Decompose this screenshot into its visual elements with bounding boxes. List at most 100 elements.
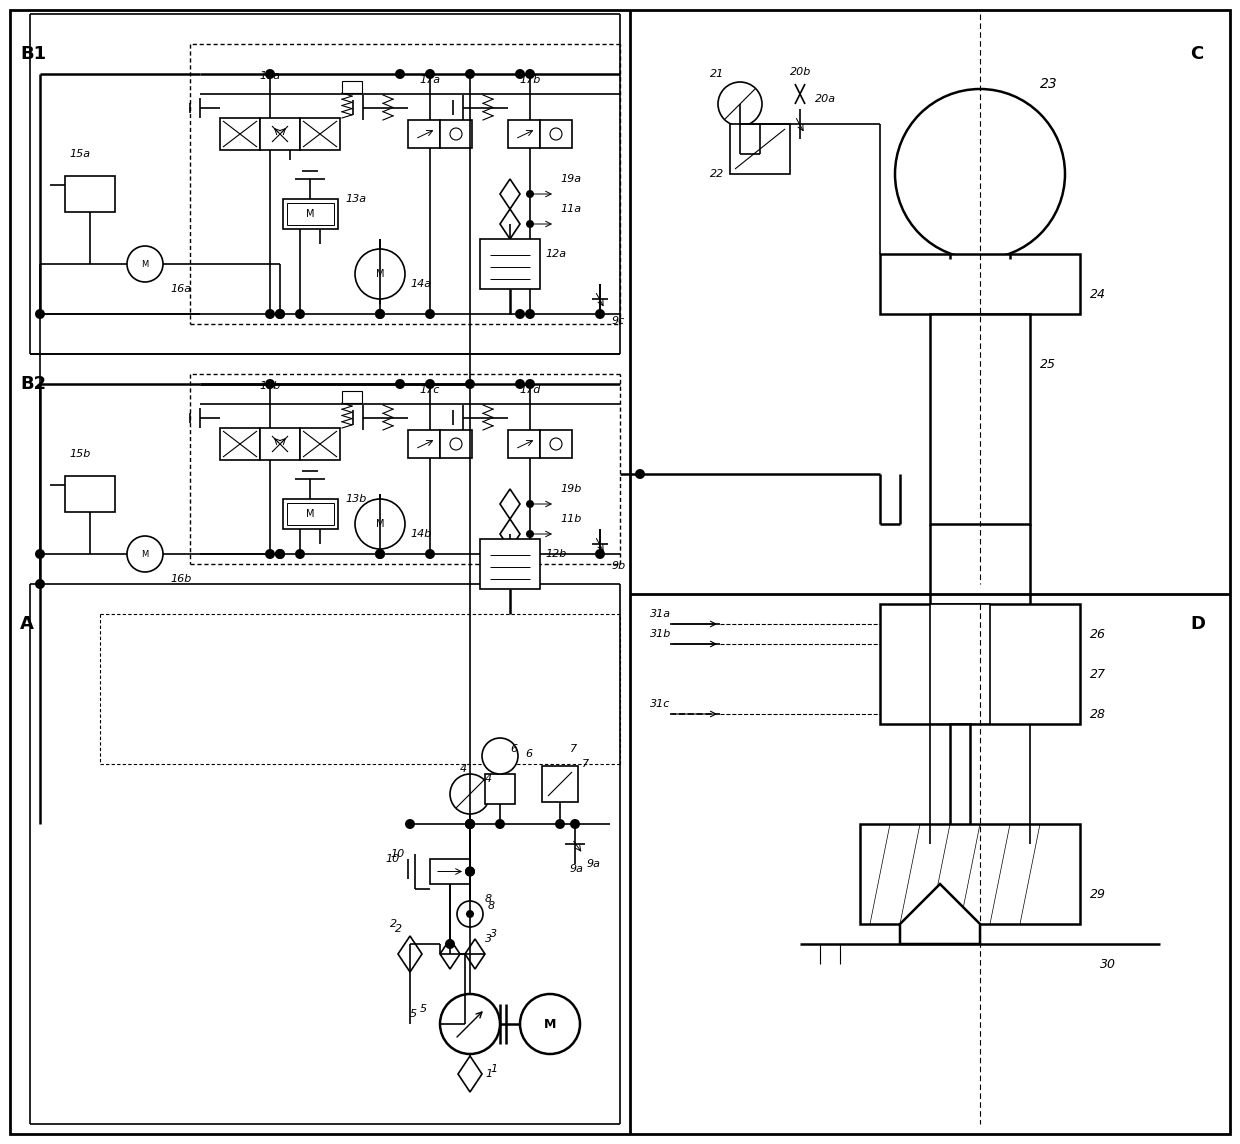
Circle shape <box>465 379 475 389</box>
Bar <box>283 199 337 229</box>
Circle shape <box>374 549 384 559</box>
Circle shape <box>126 537 162 572</box>
Circle shape <box>425 379 435 389</box>
Text: A: A <box>20 615 33 633</box>
Circle shape <box>515 309 525 319</box>
Circle shape <box>525 379 534 389</box>
Polygon shape <box>500 519 520 549</box>
Circle shape <box>556 819 565 829</box>
Circle shape <box>35 309 45 319</box>
Circle shape <box>465 866 475 876</box>
Bar <box>440 120 472 148</box>
Text: 11a: 11a <box>560 204 582 214</box>
Text: 15a: 15a <box>69 149 91 159</box>
Text: B1: B1 <box>20 45 46 63</box>
Text: M: M <box>376 269 384 279</box>
Polygon shape <box>900 884 980 944</box>
Bar <box>260 118 300 150</box>
Text: M: M <box>544 1017 557 1031</box>
Text: 23: 23 <box>1040 77 1058 92</box>
Circle shape <box>482 738 518 774</box>
Text: 21: 21 <box>711 69 724 79</box>
Bar <box>930 313 1030 524</box>
Text: 9a: 9a <box>570 864 584 874</box>
Text: 4: 4 <box>460 764 467 774</box>
Bar <box>342 81 362 93</box>
Circle shape <box>275 309 285 319</box>
Circle shape <box>275 309 285 319</box>
Text: 27: 27 <box>1090 667 1106 681</box>
Text: 14b: 14b <box>410 529 432 539</box>
Circle shape <box>525 309 534 319</box>
Bar <box>64 176 115 212</box>
Bar <box>342 391 362 403</box>
Text: M: M <box>306 509 314 519</box>
Bar <box>730 124 790 174</box>
Circle shape <box>35 549 45 559</box>
Bar <box>480 539 539 589</box>
Text: 26: 26 <box>1090 628 1106 641</box>
Text: 10: 10 <box>384 855 399 864</box>
Text: 19b: 19b <box>560 484 582 494</box>
Circle shape <box>515 69 525 79</box>
Bar <box>485 774 515 804</box>
Circle shape <box>374 309 384 319</box>
Circle shape <box>465 819 475 829</box>
Text: 8: 8 <box>489 901 495 911</box>
Text: 8: 8 <box>485 893 492 904</box>
Text: M: M <box>376 519 384 529</box>
Circle shape <box>295 549 305 559</box>
Bar <box>539 120 572 148</box>
Bar <box>283 499 337 529</box>
Circle shape <box>275 549 285 559</box>
Bar <box>508 120 539 148</box>
Polygon shape <box>465 939 485 969</box>
Text: 18a: 18a <box>259 71 280 81</box>
Text: 15b: 15b <box>69 448 91 459</box>
Circle shape <box>405 819 415 829</box>
Bar <box>950 724 970 844</box>
Bar <box>930 604 990 724</box>
Bar <box>64 476 115 513</box>
Circle shape <box>126 246 162 283</box>
Circle shape <box>396 69 405 79</box>
Text: 16b: 16b <box>170 574 191 583</box>
Text: 19a: 19a <box>560 174 582 184</box>
Text: 9b: 9b <box>613 561 626 571</box>
Bar <box>539 430 572 458</box>
Text: 11b: 11b <box>560 514 582 524</box>
Polygon shape <box>440 939 460 969</box>
Bar <box>880 254 1080 313</box>
Circle shape <box>515 549 525 559</box>
Text: 24: 24 <box>1090 287 1106 301</box>
Bar <box>430 859 470 884</box>
Text: 28: 28 <box>1090 707 1106 721</box>
Text: 12a: 12a <box>546 249 567 259</box>
Bar <box>408 120 440 148</box>
Circle shape <box>374 309 384 319</box>
Circle shape <box>551 128 562 140</box>
Text: 17a: 17a <box>419 76 440 85</box>
Circle shape <box>895 89 1065 259</box>
Text: 17b: 17b <box>520 76 541 85</box>
Bar <box>542 766 578 802</box>
Circle shape <box>635 469 645 479</box>
Circle shape <box>425 549 435 559</box>
Text: B2: B2 <box>20 375 46 394</box>
Text: 13a: 13a <box>345 194 366 204</box>
Circle shape <box>525 69 534 79</box>
Text: 9c: 9c <box>613 316 625 326</box>
Text: 17c: 17c <box>420 386 440 395</box>
Circle shape <box>526 190 534 198</box>
Text: 20a: 20a <box>815 94 836 104</box>
Text: C: C <box>1190 45 1203 63</box>
Circle shape <box>265 69 275 79</box>
Circle shape <box>465 819 475 829</box>
Text: 9a: 9a <box>587 859 601 869</box>
Bar <box>440 430 472 458</box>
Circle shape <box>440 994 500 1054</box>
Text: 25: 25 <box>1040 358 1056 371</box>
Text: 1: 1 <box>490 1064 497 1074</box>
Circle shape <box>466 909 474 917</box>
Circle shape <box>526 500 534 508</box>
